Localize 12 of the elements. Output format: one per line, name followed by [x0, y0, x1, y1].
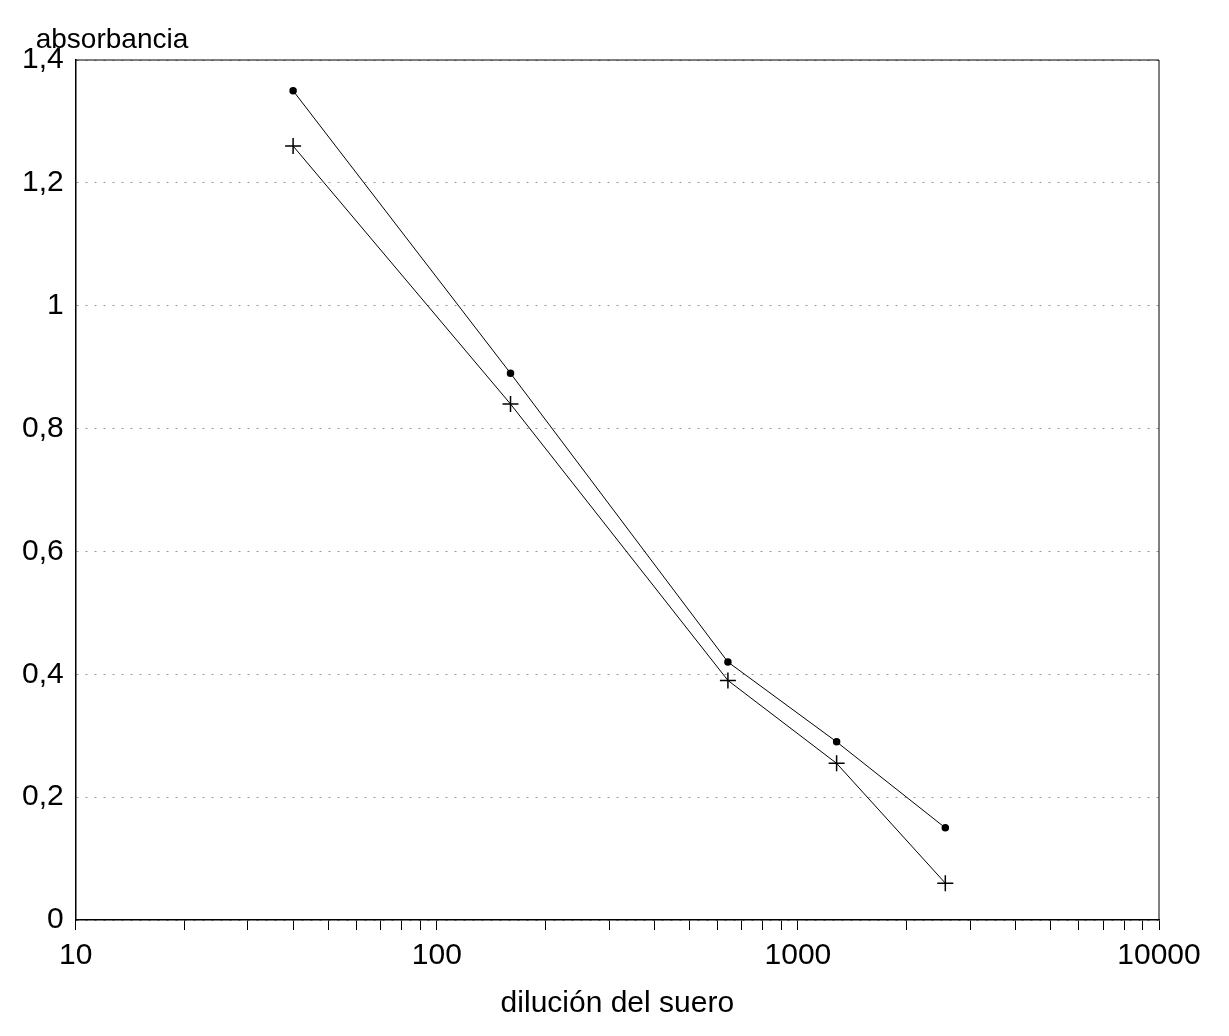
x-tick-label: 10 — [59, 937, 93, 971]
y-tick-label: 0 — [47, 901, 64, 935]
y-tick-label: 0,2 — [21, 778, 64, 812]
y-tick-label: 0,8 — [21, 409, 64, 443]
y-tick-label: 0,4 — [21, 655, 64, 689]
x-axis-title: dilución del suero — [500, 985, 735, 1019]
x-tick-label: 100 — [411, 937, 462, 971]
y-tick-label: 1,2 — [21, 164, 64, 198]
y-tick-label: 1 — [47, 286, 64, 320]
x-tick-label: 10000 — [1117, 937, 1201, 971]
x-tick-label: 1000 — [764, 937, 832, 971]
y-tick-label: 0,6 — [21, 532, 64, 566]
